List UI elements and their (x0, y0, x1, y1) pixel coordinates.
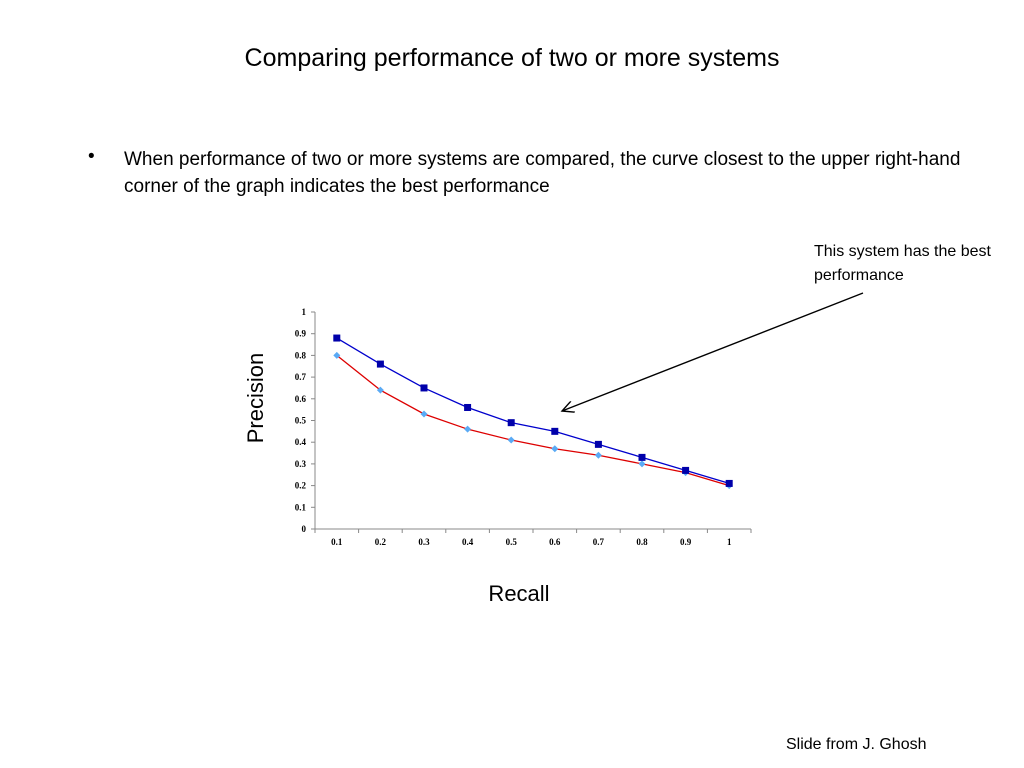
slide-title: Comparing performance of two or more sys… (244, 44, 780, 72)
series-2-point (376, 386, 384, 394)
series-2-point (551, 445, 559, 453)
y-tick-label: 0.1 (295, 502, 307, 512)
series-1-point (725, 479, 733, 487)
series-1-point (333, 334, 341, 342)
x-tick-label: 0.3 (418, 537, 430, 547)
x-axis-label: Recall (488, 581, 550, 606)
x-tick-label: 0.2 (375, 537, 387, 547)
series-2-point (507, 436, 515, 444)
y-tick-label: 0.2 (295, 481, 307, 491)
x-tick-label: 0.9 (680, 537, 692, 547)
series-1-point (420, 384, 428, 392)
series-1-line (336, 337, 730, 485)
x-tick-label: 0.7 (593, 537, 605, 547)
y-tick-label: 0 (302, 524, 307, 534)
x-tick-label: 0.5 (506, 537, 518, 547)
y-tick-label: 1 (302, 307, 307, 317)
x-tick-label: 1 (727, 537, 732, 547)
series-2-point (464, 425, 472, 433)
y-tick-label: 0.6 (295, 394, 307, 404)
bullet-text: When performance of two or more systems … (124, 149, 961, 197)
x-tick-label: 0.4 (462, 537, 474, 547)
series-1-point (638, 453, 646, 461)
y-tick-label: 0.4 (295, 437, 307, 447)
y-tick-label: 0.5 (295, 416, 307, 426)
y-tick-label: 0.7 (295, 372, 307, 382)
footer-credit: Slide from J. Ghosh (786, 736, 927, 753)
series-2-point (333, 351, 341, 359)
x-tick-label: 0.8 (636, 537, 648, 547)
y-tick-label: 0.9 (295, 329, 307, 339)
bullet-marker: • (88, 146, 95, 167)
series-1-point (507, 419, 515, 427)
series-2-line (336, 354, 730, 487)
series-1-point (682, 466, 690, 474)
series-2-point (420, 410, 428, 418)
x-tick-label: 0.6 (549, 537, 561, 547)
y-tick-label: 0.8 (295, 350, 307, 360)
x-tick-label: 0.1 (331, 537, 343, 547)
series-2-point (594, 451, 602, 459)
callout-text: This system has the best performance (814, 243, 991, 284)
y-tick-label: 0.3 (295, 459, 307, 469)
series-1-point (594, 440, 602, 448)
series-1-point (551, 427, 559, 435)
series-1-point (376, 360, 384, 368)
callout-arrow (562, 292, 864, 411)
series-1-point (464, 403, 472, 411)
series-2-point (638, 460, 646, 468)
